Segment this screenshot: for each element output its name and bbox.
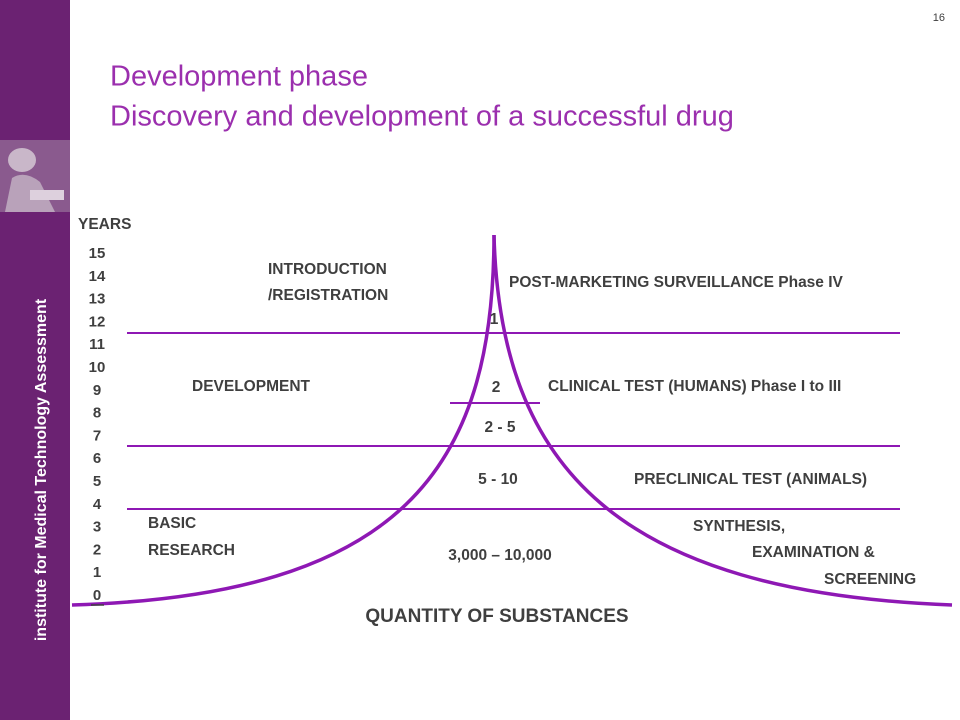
year-label: 1	[93, 564, 101, 581]
year-label: 6	[93, 450, 101, 467]
year-label: 14	[89, 268, 106, 285]
quantity: 1	[490, 311, 499, 328]
year-label: 2	[93, 541, 101, 558]
year-label: 12	[89, 313, 106, 330]
year-label: 4	[93, 496, 102, 513]
sidebar-text: institute for Medical Technology Assessm…	[33, 298, 50, 641]
year-label: 3	[93, 519, 101, 536]
label: /REGISTRATION	[268, 287, 388, 304]
label: SCREENING	[824, 571, 916, 588]
years-label: YEARS	[78, 216, 131, 233]
quantity: 5 - 10	[478, 471, 518, 488]
label: INTRODUCTION	[268, 261, 387, 278]
label: BASIC	[148, 515, 196, 532]
label: EXAMINATION &	[752, 544, 875, 561]
label: POST-MARKETING SURVEILLANCE Phase IV	[509, 274, 844, 291]
label: CLINICAL TEST (HUMANS) Phase I to III	[548, 378, 841, 395]
label: RESEARCH	[148, 542, 235, 559]
year-label: 0	[93, 587, 101, 604]
funnel	[71, 234, 953, 607]
sidebar	[0, 0, 70, 720]
year-label: 11	[89, 336, 105, 353]
x-axis-label: QUANTITY OF SUBSTANCES	[365, 606, 628, 627]
title-line: Discovery and development of a successfu…	[110, 101, 734, 133]
quantity: 2 - 5	[484, 419, 515, 436]
label: DEVELOPMENT	[192, 378, 311, 395]
portrait	[0, 140, 70, 212]
year-label: 7	[93, 427, 101, 444]
year-label: 9	[93, 382, 101, 399]
year-label: 8	[93, 405, 101, 422]
label: SYNTHESIS,	[693, 518, 785, 535]
year-label: 5	[93, 473, 101, 490]
year-label: 13	[89, 291, 106, 308]
title-line: Development phase	[110, 61, 368, 93]
year-label: 15	[89, 245, 106, 262]
year-label: 10	[89, 359, 106, 376]
quantity: 3,000 – 10,000	[448, 547, 551, 564]
quantity: 2	[492, 379, 501, 396]
page-number: 16	[933, 12, 945, 24]
label: PRECLINICAL TEST (ANIMALS)	[634, 471, 867, 488]
